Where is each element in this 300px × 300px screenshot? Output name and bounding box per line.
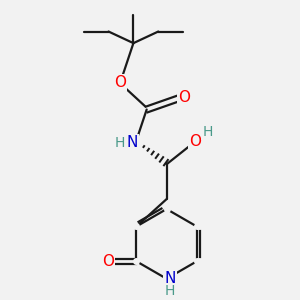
- Text: N: N: [164, 271, 176, 286]
- Text: O: O: [114, 76, 126, 91]
- Text: H: H: [165, 284, 175, 298]
- Text: O: O: [102, 254, 114, 269]
- Text: N: N: [126, 135, 137, 150]
- Text: H: H: [114, 136, 125, 150]
- Text: H: H: [202, 125, 213, 139]
- Text: O: O: [189, 134, 201, 148]
- Text: O: O: [178, 90, 190, 105]
